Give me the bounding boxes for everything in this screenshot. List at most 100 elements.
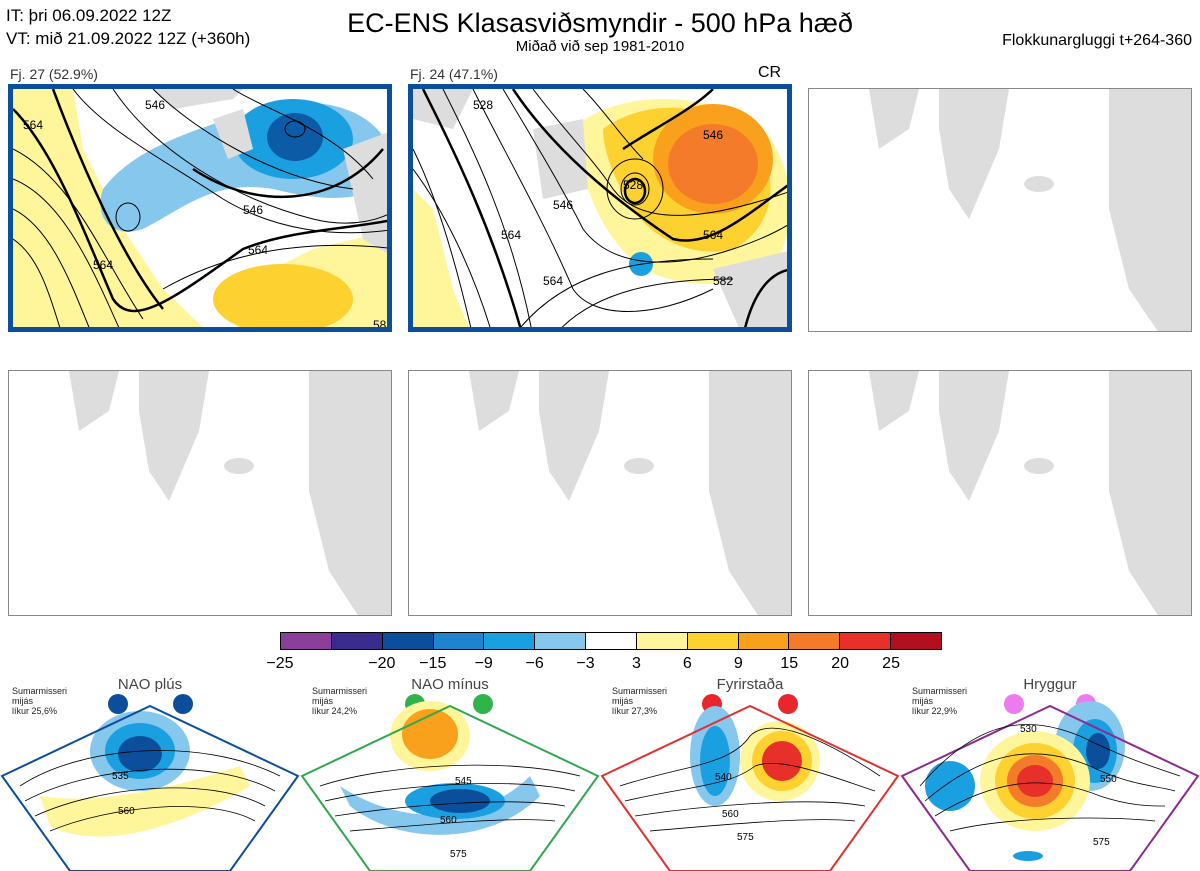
regime-info: Sumarmisseri mijás líkur 27,3% xyxy=(612,686,667,716)
season-label: Sumarmisseri xyxy=(912,686,968,696)
color-scale-swatch xyxy=(687,633,739,649)
color-scale-swatch xyxy=(382,633,434,649)
color-scale-tick: −25 xyxy=(266,655,294,672)
freq-label: mijás xyxy=(312,696,334,706)
regime-info: Sumarmisseri mijás líkur 24,2% xyxy=(312,686,367,716)
regime-blocking[interactable]: Sumarmisseri mijás líkur 27,3% Fyrirstað… xyxy=(600,676,900,871)
color-scale-swatch xyxy=(281,633,332,649)
color-scale-swatch xyxy=(535,633,587,649)
regime-contour-label: 560 xyxy=(440,815,457,826)
regime-map-nao-minus: 545 560 575 xyxy=(300,694,600,871)
color-scale-swatch xyxy=(891,633,941,649)
base-map-6 xyxy=(869,371,1191,615)
probability-label: líkur 25,6% xyxy=(12,706,58,716)
panel-1-label: Fj. 27 (52.9%) xyxy=(10,66,98,82)
regime-map-nao-plus: 535 560 xyxy=(0,694,300,871)
base-map-4 xyxy=(69,371,391,615)
regime-contour-label: 550 xyxy=(1100,774,1117,785)
season-label: Sumarmisseri xyxy=(12,686,68,696)
color-scale-tick: 15 xyxy=(780,655,799,672)
regime-title: NAO mínus xyxy=(411,676,489,693)
cluster-map-2: 546 528 546 528 564 564 582 564 582 xyxy=(413,89,787,332)
color-scale-swatch xyxy=(331,633,383,649)
season-label: Sumarmisseri xyxy=(612,686,668,696)
color-scale-swatch xyxy=(586,633,637,649)
color-scale-swatch xyxy=(738,633,790,649)
panel-1-contour-label: 546 xyxy=(145,98,165,112)
regime-ridge[interactable]: Sumarmisseri mijás líkur 22,9% Hryggur 5… xyxy=(900,676,1200,871)
freq-label: mijás xyxy=(612,696,634,706)
panel-2-tag: CR xyxy=(758,64,782,81)
regime-contour-label: 575 xyxy=(450,849,467,860)
panel-1-contour-label: 564 xyxy=(23,118,43,132)
base-map-3 xyxy=(869,89,1191,331)
color-scale-tick: −6 xyxy=(525,655,544,672)
color-scale-swatch xyxy=(636,633,688,649)
color-scale-tick: 6 xyxy=(682,655,692,672)
panel-2-label: Fj. 24 (47.1%) xyxy=(410,66,498,82)
panel-1-contour-label: 564 xyxy=(93,258,113,272)
probability-label: líkur 27,3% xyxy=(612,706,658,716)
cluster-panel-4[interactable] xyxy=(8,370,392,616)
color-scale-tick: −3 xyxy=(576,655,595,672)
regime-title: Hryggur xyxy=(1023,676,1077,693)
panel-2-contour-label: 564 xyxy=(543,274,563,288)
regime-info: Sumarmisseri mijás líkur 25,6% xyxy=(12,686,67,716)
panel-2-contour-label: 528 xyxy=(623,178,643,192)
color-scale-tick: 20 xyxy=(831,655,850,672)
regime-dot xyxy=(778,694,798,714)
panel-1-contour-label: 582 xyxy=(373,318,392,332)
valid-time: VT: mið 21.09.2022 12Z (+360h) xyxy=(6,29,251,48)
regime-contour-label: 560 xyxy=(722,809,739,820)
cluster-panel-2[interactable]: 546 528 546 528 564 564 582 564 582 xyxy=(408,84,792,332)
panel-2-contour-label: 546 xyxy=(703,128,723,142)
regime-map-ridge: 530 550 575 xyxy=(900,694,1200,871)
color-scale-swatch xyxy=(840,633,892,649)
cluster-panel-5[interactable] xyxy=(408,370,792,616)
panel-2-contour-label: 546 xyxy=(553,198,573,212)
panel-2-contour-label: 564 xyxy=(501,228,521,242)
panel-1-contour-label: 564 xyxy=(248,243,268,257)
regime-nao-minus[interactable]: Sumarmisseri mijás líkur 24,2% NAO mínus… xyxy=(300,676,600,871)
color-scale-tick: 9 xyxy=(733,655,743,672)
regime-map-blocking: 540 560 575 xyxy=(600,694,900,871)
regime-contour-label: 530 xyxy=(1020,724,1037,735)
panel-2-contour-label: 528 xyxy=(473,98,493,112)
panel-2-contour-label: 564 xyxy=(703,228,723,242)
regime-title: Fyrirstaða xyxy=(716,676,784,693)
panel-2-contour-label: 582 xyxy=(563,326,583,332)
color-scale-tick: −20 xyxy=(368,655,396,672)
cluster-panel-3[interactable] xyxy=(808,88,1192,332)
color-scale-tick: 3 xyxy=(632,655,641,672)
classification-window: Flokkunargluggi t+264-360 xyxy=(1002,32,1192,49)
color-scale-ticks: −25 −20 −15 −9 −6 −3 3 6 9 15 20 25 xyxy=(0,655,1200,675)
page-title: EC-ENS Klasasviðsmyndir - 500 hPa hæð xyxy=(347,8,853,38)
probability-label: líkur 22,9% xyxy=(912,706,958,716)
color-scale-tick: 25 xyxy=(882,655,900,672)
page-subtitle: Miðað við sep 1981-2010 xyxy=(515,38,685,55)
color-scale-swatch xyxy=(433,633,485,649)
cluster-panel-6[interactable] xyxy=(808,370,1192,616)
cluster-panel-1[interactable]: 564 546 546 564 564 582 xyxy=(8,84,392,332)
regime-contour-label: 575 xyxy=(1093,837,1110,848)
initial-time: IT: þri 06.09.2022 12Z xyxy=(6,6,172,25)
regime-dot xyxy=(1004,694,1024,714)
regime-contour-label: 540 xyxy=(715,772,732,783)
season-label: Sumarmisseri xyxy=(312,686,368,696)
probability-label: líkur 24,2% xyxy=(312,706,358,716)
regime-dot xyxy=(108,694,128,714)
header-run-info: IT: þri 06.09.2022 12Z VT: mið 21.09.202… xyxy=(6,4,250,50)
regime-contour-label: 535 xyxy=(112,771,129,782)
regime-nao-plus[interactable]: Sumarmisseri mijás líkur 25,6% NAO plús … xyxy=(0,676,300,871)
color-scale-tick: −15 xyxy=(419,655,447,672)
color-scale-tick: −9 xyxy=(474,655,493,672)
regime-title: NAO plús xyxy=(117,676,183,693)
base-map-5 xyxy=(469,371,791,615)
regime-dot xyxy=(473,694,493,714)
regime-contour-label: 545 xyxy=(455,776,472,787)
regime-dot xyxy=(173,694,193,714)
panel-2-contour-label: 582 xyxy=(713,274,733,288)
color-scale-bar xyxy=(280,632,942,650)
cluster-map-1: 564 546 546 564 564 582 xyxy=(13,89,392,332)
freq-label: mijás xyxy=(12,696,34,706)
